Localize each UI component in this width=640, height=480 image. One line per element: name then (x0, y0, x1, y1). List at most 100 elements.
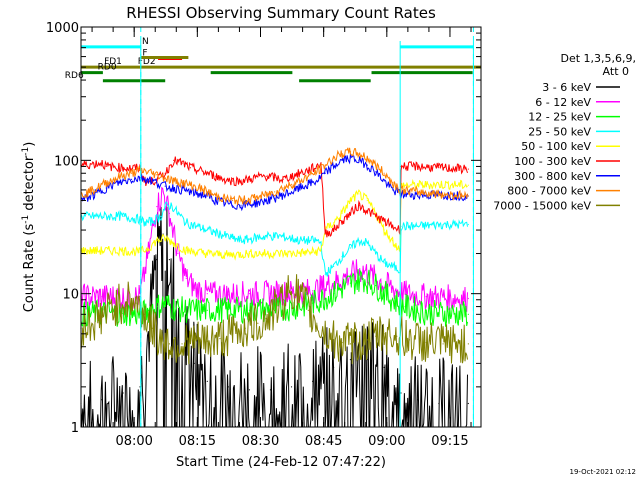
data-point-50-100-kev (311, 251, 314, 253)
data-point-7000-15000-kev (408, 339, 411, 341)
flag-label-rd6: RD6 (65, 71, 84, 81)
data-point-100-300-kev (349, 212, 352, 214)
data-point-12-25-kev (248, 309, 251, 311)
data-point-800-7000-kev (438, 193, 440, 195)
data-point-6-12-kev (162, 191, 164, 193)
data-point-7000-15000-kev (265, 318, 267, 320)
legend-label-100-300-kev: 100 - 300 keV (514, 155, 591, 168)
data-point-800-7000-kev (240, 199, 242, 202)
footer-date: 19-Oct-2021 02:12 (570, 468, 636, 476)
data-point-12-25-kev (122, 312, 124, 315)
data-point-100-300-kev (299, 172, 301, 174)
data-point-7000-15000-kev (282, 299, 284, 301)
x-axis-label: Start Time (24-Feb-12 07:47:22) (176, 455, 386, 470)
data-point-300-800-kev (391, 189, 394, 191)
data-point-100-300-kev (438, 167, 440, 169)
data-point-25-50-kev (185, 222, 187, 224)
data-point-25-50-kev (177, 212, 179, 214)
data-point-12-25-kev (156, 305, 158, 308)
data-point-7000-15000-kev (160, 339, 162, 341)
data-point-12-25-kev (425, 312, 427, 314)
x-tick-label-08-45: 08:45 (305, 434, 342, 449)
data-point-300-800-kev (282, 194, 284, 196)
data-point-300-800-kev (198, 193, 200, 195)
data-point-3-6-kev (400, 392, 402, 394)
flag-label-n: N (142, 37, 149, 47)
y-axis-label-main: Count Rate (s (22, 224, 37, 313)
data-point-3-6-kev (438, 402, 440, 405)
data-point-100-300-kev (173, 159, 175, 161)
data-point-100-300-kev (257, 176, 259, 178)
data-point-800-7000-kev (375, 164, 377, 166)
legend-label-50-100-kev: 50 - 100 keV (521, 140, 591, 153)
data-point-800-7000-kev (206, 191, 208, 193)
data-point-25-50-kev (231, 237, 234, 239)
y-tick-label-1: 1 (71, 421, 79, 436)
data-point-50-100-kev (290, 252, 293, 255)
data-point-300-800-kev (375, 171, 377, 173)
data-point-100-300-kev (316, 165, 318, 168)
data-point-100-300-kev (93, 163, 95, 165)
legend-label-6-12-kev: 6 - 12 keV (535, 96, 591, 109)
data-point-300-800-kev (265, 199, 267, 202)
data-point-300-800-kev (341, 159, 343, 161)
data-point-300-800-kev (223, 202, 225, 204)
data-point-3-6-kev (333, 366, 335, 368)
data-point-50-100-kev (333, 222, 335, 224)
data-point-100-300-kev (375, 215, 377, 217)
data-point-800-7000-kev (156, 174, 158, 176)
data-point-6-12-kev (467, 297, 469, 300)
data-point-6-12-kev (177, 252, 179, 255)
data-point-12-25-kev (349, 282, 352, 284)
data-point-800-7000-kev (231, 199, 234, 202)
data-point-800-7000-kev (366, 157, 368, 159)
data-point-25-50-kev (160, 215, 162, 217)
y-tick-label-10: 10 (62, 288, 79, 303)
data-point-800-7000-kev (257, 196, 259, 198)
legend-label-12-25-kev: 12 - 25 keV (528, 111, 591, 124)
data-point-25-50-kev (139, 218, 141, 221)
data-point-7000-15000-kev (341, 341, 343, 344)
data-point-300-800-kev (349, 157, 352, 159)
data-point-6-12-kev (349, 273, 352, 275)
data-point-12-25-kev (164, 302, 166, 304)
data-point-300-800-kev (358, 159, 360, 161)
data-point-50-100-kev (383, 229, 385, 231)
data-point-50-100-kev (173, 242, 175, 244)
data-point-100-300-kev (231, 180, 234, 182)
data-point-50-100-kev (164, 237, 166, 239)
data-point-25-50-kev (265, 235, 267, 237)
y-axis-label-end: ) (22, 142, 37, 147)
data-point-6-12-kev (404, 293, 406, 295)
data-point-300-800-kev (240, 204, 242, 206)
data-point-3-6-kev (417, 399, 419, 401)
data-point-12-25-kev (173, 307, 175, 309)
series-layer (80, 147, 469, 429)
data-point-12-25-kev (404, 305, 406, 308)
data-point-100-300-kev (164, 172, 166, 174)
data-point-800-7000-kev (349, 151, 352, 153)
data-point-3-6-kev (467, 402, 469, 405)
data-point-100-300-kev (240, 180, 242, 182)
data-point-800-7000-kev (467, 195, 469, 197)
data-point-25-50-kev (375, 252, 377, 255)
series-line-25-50-kev (80, 201, 468, 277)
data-point-800-7000-kev (215, 195, 217, 197)
data-point-100-300-kev (400, 165, 402, 168)
data-point-800-7000-kev (265, 194, 267, 196)
data-point-7000-15000-kev (467, 343, 469, 345)
data-point-50-100-kev (227, 254, 229, 256)
data-point-300-800-kev (189, 191, 192, 193)
data-point-100-300-kev (391, 225, 394, 227)
data-point-6-12-kev (147, 252, 149, 255)
data-point-6-12-kev (227, 294, 229, 296)
series-line-3-6-kev (80, 206, 468, 429)
x-tick-label-09-00: 09:00 (368, 434, 405, 449)
data-point-100-300-kev (333, 229, 335, 231)
data-point-50-100-kev (101, 250, 103, 252)
data-point-25-50-kev (101, 215, 103, 217)
data-point-300-800-kev (299, 187, 301, 189)
data-point-100-300-kev (324, 233, 326, 235)
data-point-7000-15000-kev (97, 318, 99, 320)
